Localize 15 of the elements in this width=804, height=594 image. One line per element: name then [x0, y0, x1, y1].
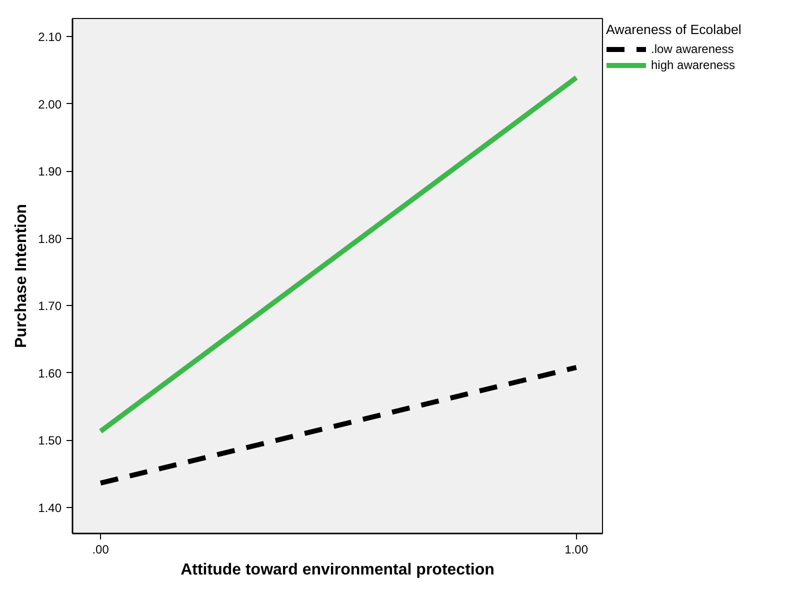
- legend-label: .low awareness: [651, 42, 734, 56]
- y-axis-title: Purchase Intention: [13, 204, 30, 348]
- legend-title: Awareness of Ecolabel: [606, 22, 742, 37]
- y-tick-label: 1.90: [38, 164, 62, 179]
- y-tick-label: 1.80: [38, 232, 62, 246]
- y-tick-label: 2.00: [38, 97, 62, 112]
- y-tick-label: 1.70: [38, 299, 62, 314]
- x-tick-label: .00: [92, 542, 110, 556]
- x-tick-label: 1.00: [564, 542, 588, 556]
- y-tick-label: 1.60: [38, 366, 62, 380]
- y-tick-label: 2.10: [38, 30, 62, 44]
- x-axis-title: Attitude toward environmental protection: [180, 562, 494, 578]
- y-tick-label: 1.50: [38, 434, 62, 448]
- y-tick-label: 1.40: [38, 500, 62, 515]
- legend-label: high awareness: [651, 58, 736, 72]
